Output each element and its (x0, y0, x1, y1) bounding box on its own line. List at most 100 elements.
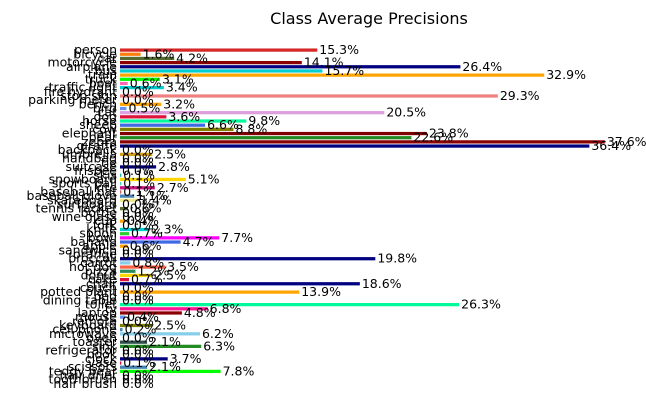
value-label: 0.0% (122, 163, 154, 178)
value-label: 15.3% (319, 42, 359, 57)
bar-hot-dog (120, 265, 166, 269)
bar-traffic-light (120, 86, 164, 90)
value-label: 0.0% (122, 196, 154, 211)
y-tick-label: horse (82, 113, 117, 128)
bar-elephant (120, 131, 427, 136)
value-label: 20.5% (386, 105, 426, 120)
y-tick-label: keyboard (59, 317, 117, 332)
value-label: 0.0% (122, 368, 154, 383)
y-tick-label: bottle (80, 205, 117, 220)
bar-sheep (120, 123, 206, 127)
value-label: 19.8% (377, 251, 417, 266)
y-tick-label: book (87, 347, 118, 362)
bar-spoon (120, 232, 130, 236)
bar-apple (120, 244, 128, 248)
bar-potted-plant (120, 290, 300, 294)
value-label: 37.6% (607, 134, 646, 149)
y-tick-label: wine glass (52, 209, 117, 224)
y-tick-label: cow (92, 121, 117, 136)
y-tick-label: suitcase (65, 159, 117, 174)
bar-cat (120, 111, 385, 115)
y-tick-label: cat (98, 105, 118, 120)
bar-bear (120, 136, 412, 140)
value-label: 26.3% (461, 297, 501, 312)
y-tick-label: snowboard (49, 171, 117, 186)
bars (120, 48, 605, 374)
value-label: 0.7% (131, 272, 163, 287)
value-label: 0.0% (122, 92, 154, 107)
bar-laptop (120, 311, 182, 315)
y-tick-label: remote (72, 313, 117, 328)
y-tick-label: cell phone (52, 322, 117, 337)
value-label: 0.0% (122, 155, 154, 170)
value-label: 1.2% (137, 263, 169, 278)
y-tick-label: baseball glove (27, 188, 118, 203)
y-tick-label: sports ball (52, 176, 117, 191)
value-label: 0.0% (122, 330, 154, 345)
y-tick-label: donut (81, 267, 117, 282)
bar-baseball-bat (120, 190, 122, 194)
y-tick-label: toilet (85, 297, 117, 312)
bar-bowl (120, 236, 220, 240)
y-tick-label: hair brush (53, 376, 117, 391)
value-label: 3.5% (167, 259, 199, 274)
y-tick-label: pizza (85, 263, 117, 278)
value-label: 2.5% (154, 317, 186, 332)
bar-cake (120, 277, 130, 282)
bar-pizza (120, 269, 136, 273)
bar-sports-ball (120, 181, 122, 186)
bar-sink (120, 344, 202, 348)
bar-dog (120, 115, 167, 119)
y-tick-label: toaster (73, 334, 118, 349)
y-tick-label: dining table (43, 292, 118, 307)
value-labels: 15.3%1.6% 4.2% 14.1% 26.4%15.7% 32.9%3.1%0.6… (122, 42, 646, 391)
value-label: 2.5% (154, 267, 186, 282)
y-tick-label: sheep (79, 117, 117, 132)
y-tick-label: person (74, 42, 117, 57)
y-tick-label: spoon (79, 226, 117, 241)
value-label: 4.7% (183, 234, 215, 249)
bar-broccoli (120, 257, 376, 261)
bar-skateboard (120, 198, 139, 202)
bar-bird (120, 106, 127, 111)
bar-clock (120, 357, 168, 361)
y-tick-label: tv (105, 301, 118, 316)
bar-truck (120, 77, 160, 81)
bar-suitcase (120, 165, 157, 169)
y-tick-label: sandwich (58, 242, 117, 257)
value-label: 0.0% (122, 209, 154, 224)
y-tick-label: banana (70, 234, 117, 249)
y-tick-label: bird (93, 101, 117, 116)
value-label: 26.4% (462, 59, 502, 74)
y-tick-label: hot dog (69, 259, 117, 274)
value-label: 0.4% (127, 309, 159, 324)
value-label: 6.6% (207, 117, 239, 132)
bar-bench (120, 102, 162, 106)
y-tick-label: train (88, 67, 117, 82)
y-tick-labels: personbicyclecarmotorcycleairplanebustra… (27, 42, 118, 391)
value-label: 2.5% (154, 146, 186, 161)
value-label: 36.4% (591, 138, 631, 153)
value-label: 32.9% (546, 67, 586, 82)
bar-keyboard (120, 323, 153, 328)
y-tick-label: skateboard (47, 192, 117, 207)
value-label: 8.8% (235, 121, 267, 136)
bar-umbrella (120, 152, 153, 157)
value-label: 5.1% (188, 171, 220, 186)
y-tick-label: oven (86, 330, 117, 345)
bar-kite (120, 186, 155, 190)
y-tick-label: knife (86, 222, 117, 237)
y-tick-label: zebra (82, 134, 117, 149)
bar-baseball-glove (120, 194, 135, 198)
y-tick-label: elephant (62, 126, 117, 141)
value-label: 7.8% (223, 363, 255, 378)
value-label: 3.4% (166, 80, 198, 95)
bar-train (120, 73, 545, 77)
value-label: 0.0% (122, 242, 154, 257)
bar-skis (120, 173, 122, 177)
y-tick-label: traffic light (49, 80, 117, 95)
value-label: 0.0% (122, 84, 154, 99)
bar-horse (120, 119, 247, 123)
value-label: 0.1% (123, 176, 155, 191)
